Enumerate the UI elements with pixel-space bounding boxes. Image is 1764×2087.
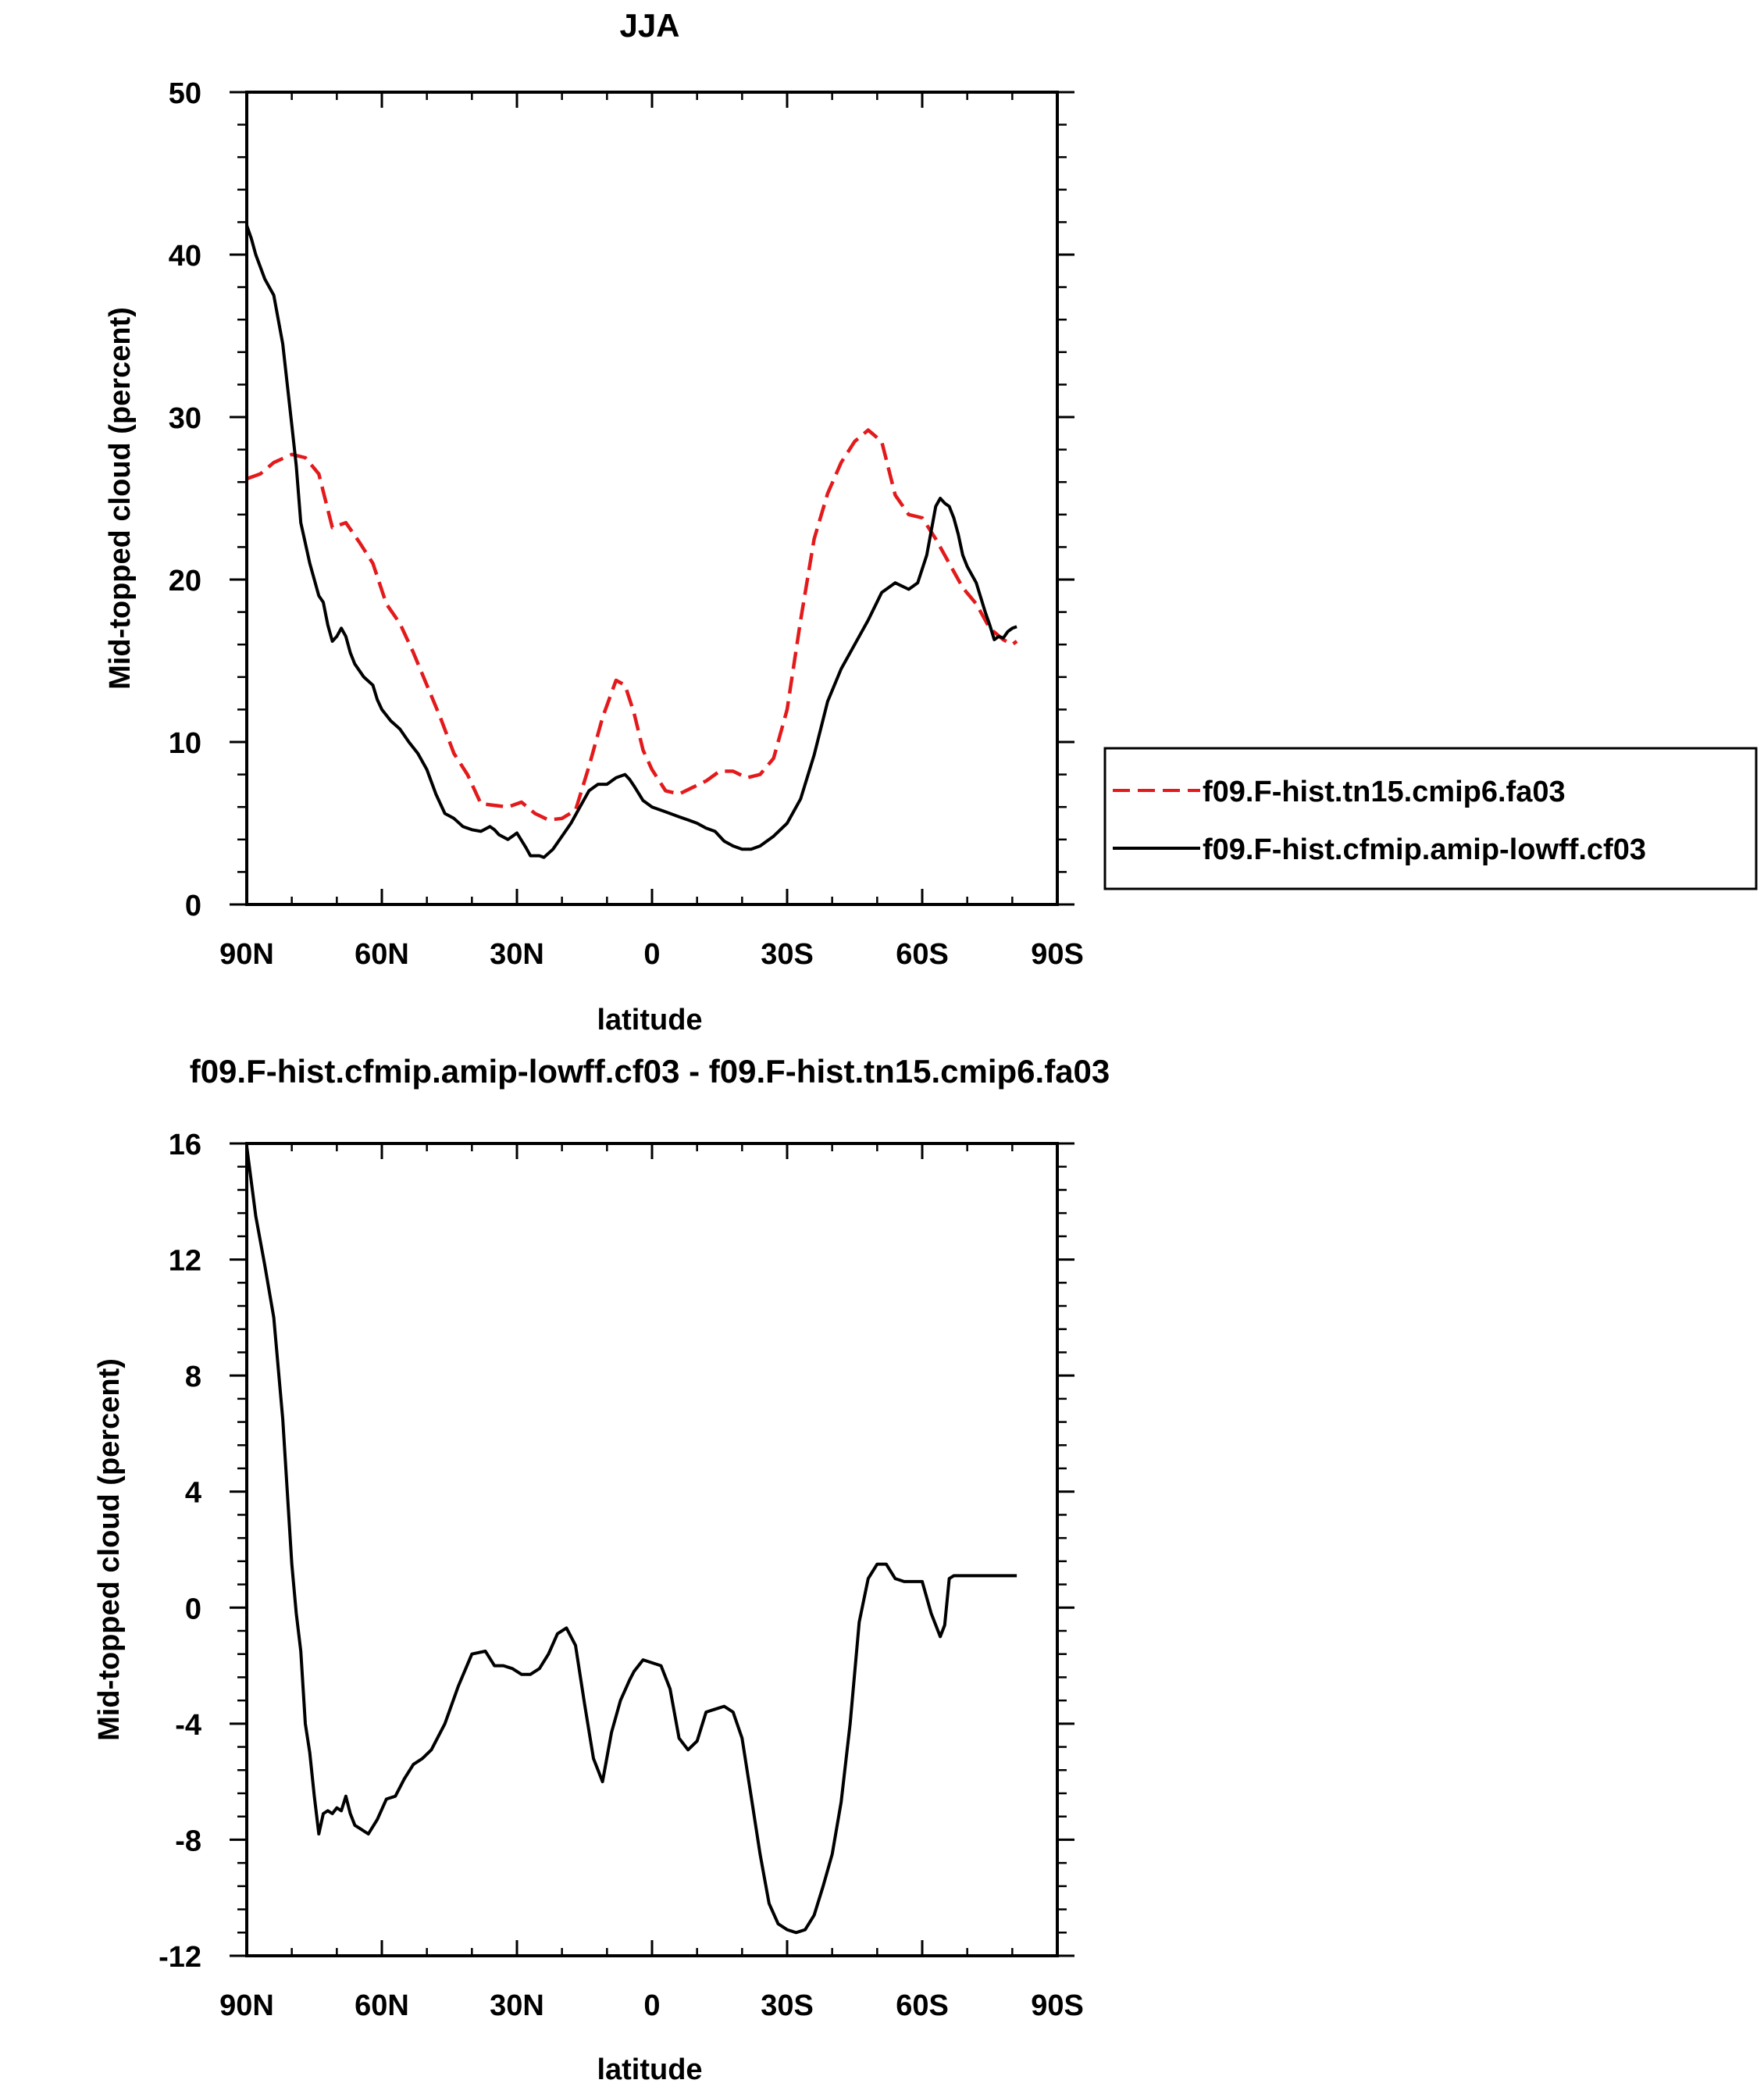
top-y-tick-label: 40 [169,240,201,273]
bottom-x-axis-label: latitude [597,2053,702,2086]
top-tick-labels: 90N 60N 30N 0 30S 60S 90S 0 10 20 30 40 50 [169,77,1084,971]
bottom-x-tick-label: 60N [355,1989,409,2022]
bottom-x-tick-label: 60S [896,1989,949,2022]
top-x-tick-label: 60S [896,938,949,971]
top-plot-frame [245,91,1059,906]
bottom-y-tick-label: 4 [185,1477,201,1510]
bottom-panel: f09.F-hist.cfmip.amip-lowff.cf03 - f09.F… [93,1053,1110,2086]
top-panel: JJA 90N 60N 30N 0 30S 60S 90S 0 10 20 30 40 50 latit… [104,7,1758,1036]
bottom-y-tick-label: 8 [185,1361,201,1393]
bottom-chart-title: f09.F-hist.cfmip.amip-lowff.cf03 - f09.F… [190,1053,1110,1090]
top-y-tick-label: 10 [169,727,201,760]
bottom-x-tick-label: 30S [761,1989,814,2022]
bottom-y-tick-label: 16 [169,1129,201,1161]
bottom-x-tick-label: 0 [643,1989,660,2022]
bottom-y-tick-label: -4 [175,1709,201,1742]
bottom-y-axis-label: Mid-topped cloud (percent) [93,1358,126,1741]
top-x-tick-label: 60N [355,938,409,971]
top-chart-title: JJA [619,7,679,44]
legend-box [1103,747,1758,890]
bottom-series-line-1 [245,1146,1017,1935]
top-x-tick-label: 30S [761,938,814,971]
bottom-y-tick-label: -8 [175,1825,201,1857]
top-y-axis-label: Mid-topped cloud (percent) [104,307,137,690]
top-x-tick-label: 90N [219,938,274,971]
top-y-tick-label: 30 [169,402,201,435]
bottom-x-tick-label: 90N [219,1989,274,2022]
bottom-x-tick-label: 30N [490,1989,544,2022]
bottom-y-tick-label: 12 [169,1245,201,1278]
top-series-lines [245,224,1018,859]
bottom-y-tick-label: -12 [159,1941,201,1974]
bottom-tick-labels: 90N 60N 30N 0 30S 60S 90S -12 -8 -4 0 4 8 12 16 [159,1129,1084,2022]
top-x-tick-label: 0 [643,938,660,971]
top-series-line-2 [245,224,1017,859]
legend-label-series-1: f09.F-hist.tn15.cmip6.fa03 [1203,776,1566,808]
top-y-tick-label: 20 [169,565,201,598]
top-y-tick-label: 50 [169,77,201,110]
bottom-series-lines [245,1146,1017,1935]
legend: f09.F-hist.tn15.cmip6.fa03 f09.F-hist.cf… [1103,747,1758,890]
bottom-x-tick-label: 90S [1031,1989,1084,2022]
top-x-tick-label: 90S [1031,938,1084,971]
bottom-plot-frame [245,1142,1059,1957]
legend-label-series-2: f09.F-hist.cfmip.amip-lowff.cf03 [1203,833,1646,866]
bottom-y-tick-label: 0 [185,1593,201,1625]
top-x-tick-label: 30N [490,938,544,971]
top-series-line-1 [246,428,1018,822]
top-x-axis-label: latitude [597,1004,702,1036]
top-y-tick-label: 0 [185,890,201,922]
